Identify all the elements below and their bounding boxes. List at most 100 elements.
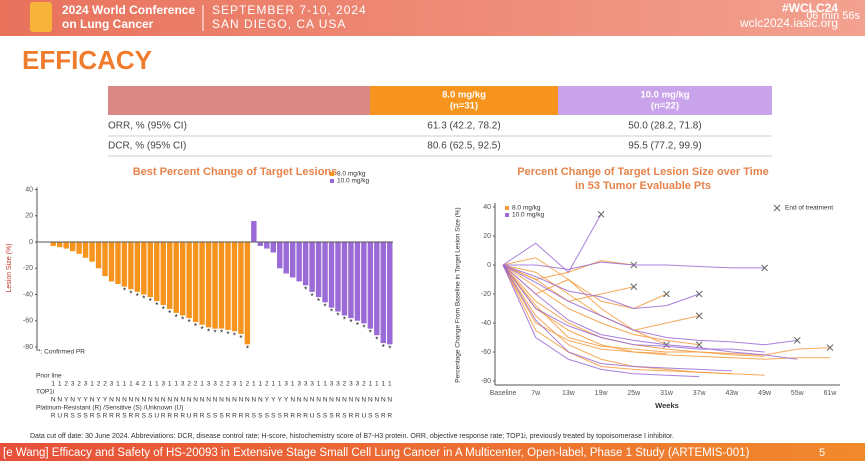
bar xyxy=(328,242,335,308)
confirmed-pr-marker: * xyxy=(382,343,385,352)
bar xyxy=(102,242,108,277)
row-value: 2 xyxy=(362,381,366,388)
table-cell: DCR, % (95% CI) xyxy=(108,141,186,152)
row-value: R xyxy=(303,413,308,420)
row-value: 3 xyxy=(84,381,88,388)
end-of-treatment-marker xyxy=(597,210,605,218)
bar xyxy=(154,242,160,302)
row-value: Y xyxy=(103,397,108,404)
row-value: 3 xyxy=(356,381,360,388)
x-tick-label: 61w xyxy=(824,390,838,397)
confirmed-pr-marker: * xyxy=(226,330,229,339)
confirmed-pr-marker: * xyxy=(375,335,378,344)
row-value: N xyxy=(135,397,140,404)
confirmed-pr-marker: * xyxy=(336,312,339,321)
x-tick-label: 19w xyxy=(595,390,609,397)
x-tick-label: 13w xyxy=(562,390,576,397)
row-value: N xyxy=(51,397,56,404)
row-value: U xyxy=(310,413,315,420)
row-value: N xyxy=(323,397,328,404)
bar xyxy=(354,242,361,321)
row-value: N xyxy=(180,397,185,404)
bar xyxy=(76,242,82,254)
legend-label: End of treatment xyxy=(785,205,833,212)
bar xyxy=(387,242,393,345)
table-cell: 61.3 (42.2, 78.2) xyxy=(427,121,500,132)
end-of-treatment-marker xyxy=(695,341,703,349)
y-tick-label: -80 xyxy=(481,378,491,385)
recording-time: 06 min 56s xyxy=(806,10,860,22)
x-tick-label: Baseline xyxy=(490,390,517,397)
bar xyxy=(289,242,296,278)
row-value: N xyxy=(116,397,121,404)
website: wclc2024.iaslc.org xyxy=(739,16,838,30)
y-tick-label: -40 xyxy=(481,320,491,327)
legend-swatch xyxy=(330,172,334,176)
row-value: S xyxy=(329,413,334,420)
bar xyxy=(205,242,212,328)
bar xyxy=(50,242,56,246)
row-value: 2 xyxy=(97,381,101,388)
row-value: R xyxy=(174,413,179,420)
row-value: S xyxy=(96,413,101,420)
bar xyxy=(348,242,354,319)
row-value: N xyxy=(200,397,205,404)
confirmed-pr-marker: * xyxy=(323,302,326,311)
hashtag: #WCLC24 xyxy=(782,1,838,15)
x-tick-label: 49w xyxy=(758,390,772,397)
confirmed-pr-marker: * xyxy=(142,295,145,304)
banner-text: [e Wang] Efficacy and Safety of HS-20093… xyxy=(3,447,750,459)
confirmed-pr-marker: * xyxy=(369,329,372,338)
bar xyxy=(128,242,134,290)
row-value: 1 xyxy=(51,381,55,388)
row-value: N xyxy=(206,397,211,404)
row-value: 1 xyxy=(129,381,133,388)
row-value: S xyxy=(77,413,82,420)
row-value: 2 xyxy=(220,381,224,388)
series-line xyxy=(502,264,732,375)
y-axis-label: Percentage Change From Baseline in Targe… xyxy=(455,207,462,382)
header-bar xyxy=(0,0,865,36)
series-line xyxy=(502,264,765,376)
confirmed-pr-marker: * xyxy=(194,322,197,331)
row-value: N xyxy=(129,397,134,404)
series-line xyxy=(502,264,831,356)
row-value: U xyxy=(154,413,159,420)
row-value: U xyxy=(57,413,62,420)
series-line xyxy=(503,261,765,270)
banner xyxy=(0,443,865,461)
legend-label: 8.0 mg/kg xyxy=(337,171,366,178)
row-value: 1 xyxy=(252,381,256,388)
row-value: 1 xyxy=(239,381,243,388)
row-value: N xyxy=(193,397,198,404)
bar xyxy=(108,242,115,282)
row-value: 2 xyxy=(64,381,68,388)
row-value: R xyxy=(297,413,302,420)
series-line xyxy=(502,264,830,360)
legend-swatch xyxy=(505,206,509,210)
x-tick-label: 37w xyxy=(693,390,707,397)
bar xyxy=(82,242,89,258)
row-value: R xyxy=(109,413,114,420)
row-value: N xyxy=(387,397,392,404)
row-value: Y xyxy=(284,397,289,404)
table-cell: ORR, % (95% CI) xyxy=(108,121,187,132)
table-cell: 95.5 (77.2, 99.9) xyxy=(628,141,701,152)
row-value: Y xyxy=(77,397,82,404)
row-value: N xyxy=(122,397,127,404)
y-tick-label: 0 xyxy=(487,262,491,269)
row-value: U xyxy=(362,413,367,420)
row-value: 4 xyxy=(136,381,140,388)
row-value: 2 xyxy=(226,381,230,388)
y-tick-label: 0 xyxy=(29,239,33,246)
row-value: R xyxy=(284,413,289,420)
row-value: N xyxy=(109,397,114,404)
row-value: R xyxy=(193,413,198,420)
series-line xyxy=(502,264,798,360)
row-value: R xyxy=(336,413,341,420)
row-value: R xyxy=(245,413,250,420)
row-value: R xyxy=(355,413,360,420)
table-header-cell xyxy=(558,86,772,115)
bar xyxy=(335,242,341,312)
